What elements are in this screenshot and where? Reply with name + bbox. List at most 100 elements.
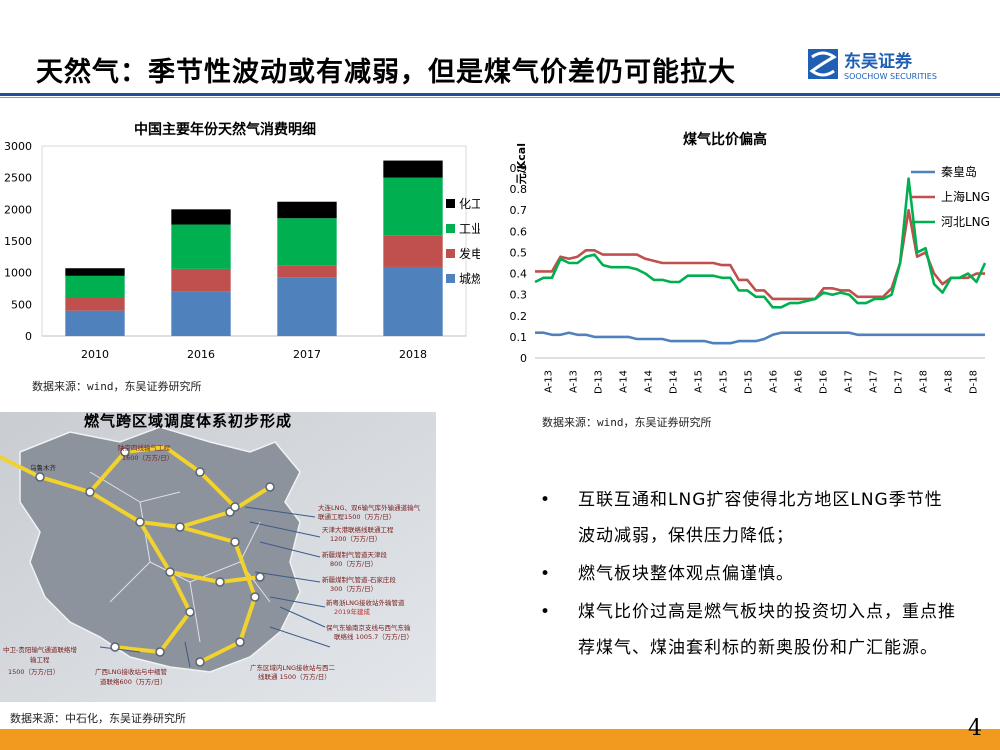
y-tick-label: 0.5 <box>510 246 528 259</box>
x-tick-label: A-18 <box>944 370 955 393</box>
x-tick-label: D-16 <box>819 370 830 394</box>
legend-label: 秦皇岛 <box>941 164 977 179</box>
x-tick-label: A-14 <box>644 370 655 393</box>
y-tick-label: 0.3 <box>510 289 528 302</box>
map-label: 乌鲁木齐 <box>30 463 57 472</box>
bar-segment-工业 <box>277 218 337 266</box>
bar-segment-化工 <box>277 201 337 219</box>
bullet-item: 燃气板块整体观点偏谨慎。 <box>540 556 960 592</box>
pipeline-node-icon <box>215 577 225 587</box>
pipeline-node-icon <box>110 642 120 652</box>
x-tick-label: D-15 <box>744 370 755 394</box>
pipeline-node-icon <box>35 472 45 482</box>
map-label: 输工程 <box>30 655 50 664</box>
legend-swatch <box>446 199 455 208</box>
map-label: 新疆煤制气管道-石家庄段 <box>322 575 396 584</box>
map-label: 陕京四线输气工程 <box>118 443 171 452</box>
bar-segment-城燃 <box>277 277 337 336</box>
map-label: 300（万方/日） <box>330 584 377 593</box>
line-series-河北LNG <box>534 177 987 309</box>
company-logo: 东吴证券 SOOCHOW SECURITIES <box>808 49 937 81</box>
y-tick-label: 0.8 <box>510 183 528 196</box>
bar-segment-化工 <box>171 209 231 225</box>
y-tick-label: 0.1 <box>510 331 528 344</box>
pipeline-node-icon <box>185 607 195 617</box>
map-label: 天津大港联络线联通工程 <box>322 525 394 534</box>
legend-swatch <box>446 249 455 258</box>
map-label: 1200（万方/日） <box>330 534 381 543</box>
line-chart-source: 数据来源：wind，东吴证券研究所 <box>542 416 712 429</box>
x-tick-label: 2017 <box>293 348 321 361</box>
map-label: 保气东输南京支线与西气东输 <box>326 623 411 632</box>
x-tick-label: D-14 <box>669 370 680 394</box>
y-axis-label: 元/Kcal <box>515 143 528 184</box>
bar-segment-工业 <box>65 275 125 298</box>
legend-label: 化工 <box>459 197 480 211</box>
x-tick-label: A-16 <box>769 370 780 393</box>
legend-label: 上海LNG <box>941 189 990 204</box>
logo-cn-text: 东吴证券 <box>844 51 913 72</box>
pipeline-node-icon <box>165 567 175 577</box>
line-series-秦皇岛 <box>535 331 985 345</box>
connector-lines <box>99 506 331 668</box>
title-divider-thin <box>0 97 1000 98</box>
x-tick-label: A-15 <box>719 370 730 393</box>
bar-segment-城燃 <box>383 266 443 336</box>
map-label: 联通工程1500（万方/日） <box>318 512 395 521</box>
map-title: 燃气跨区域调度体系初步形成 <box>84 412 293 430</box>
map-label: 2019年建成 <box>334 607 371 616</box>
pipeline-map: 乌鲁木齐 陕京四线输气工程 1600（万方/日） 大连LNG、双6输气库外输通道… <box>0 412 436 702</box>
y-tick-label: 0.4 <box>510 268 528 281</box>
province-borders <box>89 471 271 643</box>
bar-segment-工业 <box>383 177 443 236</box>
map-label: 新疆煤制气管道天津段 <box>322 550 388 559</box>
bar-segment-发电 <box>383 235 443 267</box>
legend-swatch <box>446 274 455 283</box>
footer-bar <box>0 729 1000 750</box>
bar-segment-发电 <box>277 265 337 278</box>
line-series-上海LNG <box>535 208 985 301</box>
y-tick-label: 500 <box>11 298 32 311</box>
pipeline-node-icon <box>155 647 165 657</box>
pipeline-nodes <box>35 447 275 667</box>
map-label: 1500（万方/日） <box>8 667 59 676</box>
x-tick-label: A-14 <box>619 370 630 393</box>
legend-label: 河北LNG <box>941 215 990 229</box>
map-label: 联络线 1005.7（万方/日） <box>334 632 413 641</box>
x-tick-label: D-17 <box>894 370 905 394</box>
pipeline-node-icon <box>255 572 265 582</box>
x-tick-label: 2018 <box>399 348 427 361</box>
x-tick-label: D-18 <box>969 370 980 394</box>
consumption-bar-chart: 中国主要年份天然气消费明细 亿方 05001000150020002500300… <box>4 121 480 361</box>
bullet-item: 煤气比价过高是燃气板块的投资切入点，重点推荐煤气、煤油套利标的新奥股份和广汇能源… <box>540 594 960 666</box>
y-tick-label: 2000 <box>4 203 32 216</box>
bar-segment-城燃 <box>65 310 125 336</box>
pipeline-node-icon <box>250 592 260 602</box>
pipeline-node-icon <box>265 482 275 492</box>
y-tick-label: 0.7 <box>510 204 528 217</box>
pipeline-node-icon <box>230 502 240 512</box>
map-label: 新粤浙LNG接收站外输管道 <box>326 598 405 607</box>
map-label: 800（万方/日） <box>330 559 377 568</box>
bar-segment-化工 <box>65 268 125 276</box>
legend-label: 工业 <box>459 222 480 236</box>
map-label: 中卫-贵阳输气通道联络增 <box>3 645 77 654</box>
chart-title: 煤气比价偏高 <box>683 131 767 148</box>
x-tick-label: A-16 <box>794 370 805 393</box>
pipeline-node-icon <box>235 637 245 647</box>
x-tick-label: A-13 <box>544 370 555 393</box>
y-tick-label: 3000 <box>4 140 32 153</box>
y-tick-label: 0.6 <box>510 225 528 238</box>
bar-segment-城燃 <box>171 291 231 336</box>
y-tick-label: 1500 <box>4 235 32 248</box>
slide-title: 天然气：季节性波动或有减弱，但是煤气价差仍可能拉大 <box>36 57 736 88</box>
legend-label: 发电 <box>459 246 480 261</box>
map-label: 大连LNG、双6输气库外输通道输气 <box>318 503 421 512</box>
x-tick-label: A-15 <box>694 370 705 393</box>
bar-segment-工业 <box>171 224 231 269</box>
key-points-list: 互联互通和LNG扩容使得北方地区LNG季节性波动减弱，保供压力降低； 燃气板块整… <box>540 482 960 668</box>
x-tick-label: D-13 <box>594 370 605 394</box>
map-source: 数据来源：中石化，东吴证券研究所 <box>10 712 186 725</box>
logo-en-text: SOOCHOW SECURITIES <box>844 72 937 81</box>
bullet-item: 互联互通和LNG扩容使得北方地区LNG季节性波动减弱，保供压力降低； <box>540 482 960 554</box>
